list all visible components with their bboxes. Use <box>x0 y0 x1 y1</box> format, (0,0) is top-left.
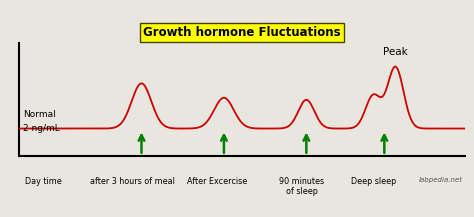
Text: 90 minutes
of sleep: 90 minutes of sleep <box>279 177 325 196</box>
Text: after 3 hours of meal: after 3 hours of meal <box>90 177 175 186</box>
Text: Day time: Day time <box>25 177 62 186</box>
Text: Normal: Normal <box>23 110 56 119</box>
Text: After Excercise: After Excercise <box>187 177 247 186</box>
Text: Deep sleep: Deep sleep <box>351 177 396 186</box>
Text: labpedia.net: labpedia.net <box>418 177 462 183</box>
Text: Peak: Peak <box>383 47 408 57</box>
Text: Growth hormone Fluctuations: Growth hormone Fluctuations <box>143 26 340 39</box>
Text: 2 ng/mL: 2 ng/mL <box>23 123 60 133</box>
